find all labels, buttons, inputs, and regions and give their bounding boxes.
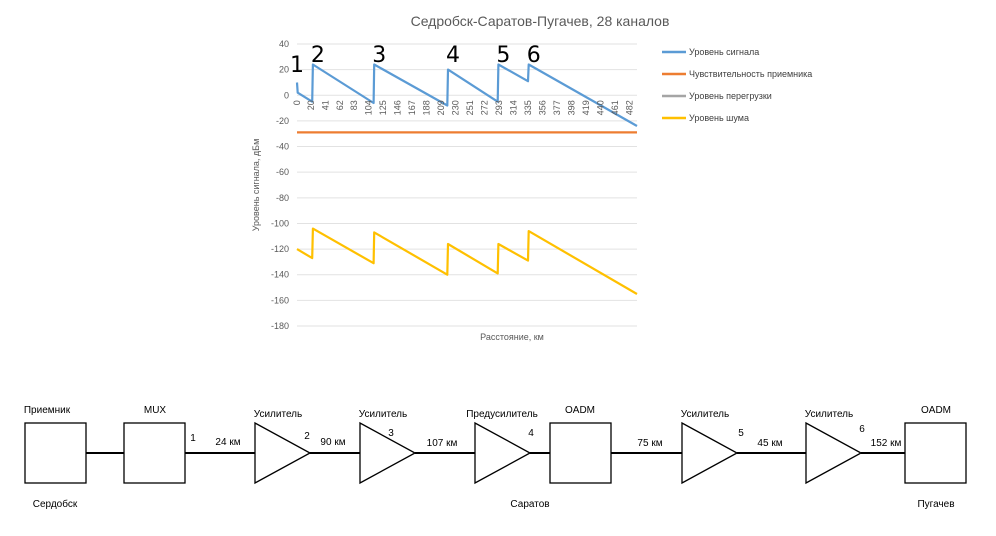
x-tick-label: 272 xyxy=(480,100,490,115)
oadm-box xyxy=(549,422,612,484)
point-number: 1 xyxy=(190,433,196,444)
x-tick-label: 356 xyxy=(538,100,548,115)
chart-gridlines xyxy=(297,43,637,327)
chart-legend: Уровень сигнала Чувствительность приемник… xyxy=(662,47,812,123)
x-tick-label: 125 xyxy=(378,100,388,115)
point-annotation: 4 xyxy=(446,43,460,68)
point-annotation: 2 xyxy=(311,43,325,68)
x-tick-label: 209 xyxy=(436,100,446,115)
diagram-labels: Приемник MUX Усилитель Усилитель Предусилите… xyxy=(24,405,955,510)
point-annotation: 6 xyxy=(527,43,541,68)
x-tick-label: 0 xyxy=(292,100,302,105)
y-tick-label: -120 xyxy=(271,244,289,254)
x-tick-label: 188 xyxy=(422,100,432,115)
y-tick-label: -60 xyxy=(276,167,289,177)
node-label: Усилитель xyxy=(254,409,302,420)
node-label: OADM xyxy=(921,405,951,416)
x-tick-label: 377 xyxy=(552,100,562,115)
point-annotation: 5 xyxy=(496,43,510,68)
x-tick-label: 167 xyxy=(407,100,417,115)
x-tick-label: 419 xyxy=(581,100,591,115)
x-tick-label: 83 xyxy=(349,100,359,110)
y-tick-label: -80 xyxy=(276,193,289,203)
y-tick-label: -40 xyxy=(276,142,289,152)
x-tick-label: 104 xyxy=(364,100,374,115)
y-tick-label: -100 xyxy=(271,218,289,228)
legend-label: Уровень сигнала xyxy=(689,47,759,57)
series-line xyxy=(295,63,638,127)
y-tick-label: -140 xyxy=(271,270,289,280)
y-tick-label: 40 xyxy=(279,39,289,49)
distance-label: 152 км xyxy=(871,438,902,449)
x-tick-label: 251 xyxy=(465,100,475,115)
diagram-nodes xyxy=(24,421,967,485)
mux-box xyxy=(123,422,186,484)
y-tick-label: -180 xyxy=(271,321,289,331)
chart: Седробск-Саратов-Пугачев, 28 каналов 402… xyxy=(251,13,812,342)
node-label: MUX xyxy=(144,405,167,416)
amplifier-triangle xyxy=(681,421,739,485)
y-tick-label: 0 xyxy=(284,90,289,100)
legend-label: Уровень перегрузки xyxy=(689,91,772,101)
city-label: Пугачев xyxy=(917,499,954,510)
chart-title: Седробск-Саратов-Пугачев, 28 каналов xyxy=(411,13,670,29)
receiver-box xyxy=(24,422,87,484)
x-tick-label: 482 xyxy=(624,100,634,115)
x-tick-label: 314 xyxy=(509,100,519,115)
x-tick-label: 461 xyxy=(610,100,620,115)
distance-label: 24 км xyxy=(215,437,240,448)
node-label: Приемник xyxy=(24,405,71,416)
y-axis-ticks: 40 20 0 -20 -40 -60 -80 -100 -120 -140 -160 -180 xyxy=(271,39,289,331)
x-tick-label: 335 xyxy=(523,100,533,115)
distance-label: 45 км xyxy=(757,438,782,449)
series-line xyxy=(296,227,638,295)
oadm-box xyxy=(904,422,967,484)
node-label: Усилитель xyxy=(359,409,407,420)
x-tick-label: 20 xyxy=(306,100,316,110)
node-label: Усилитель xyxy=(681,409,729,420)
chart-series xyxy=(295,63,638,295)
x-tick-label: 146 xyxy=(393,100,403,115)
amplifier-triangle xyxy=(359,421,417,485)
city-label: Сердобск xyxy=(33,498,78,510)
distance-label: 90 км xyxy=(320,437,345,448)
x-tick-label: 41 xyxy=(320,100,330,110)
x-tick-label: 62 xyxy=(335,100,345,110)
distance-label: 75 км xyxy=(637,438,662,449)
distance-label: 107 км xyxy=(427,438,458,449)
point-annotation: 3 xyxy=(372,43,386,68)
point-number: 3 xyxy=(388,428,394,439)
node-label: Усилитель xyxy=(805,409,853,420)
legend-label: Чувствительность приемника xyxy=(689,69,812,79)
point-number: 4 xyxy=(528,428,534,439)
amplifier-triangle xyxy=(254,421,312,485)
point-number: 5 xyxy=(738,428,744,439)
point-number: 2 xyxy=(304,431,310,442)
x-axis-label: Расстояние, км xyxy=(480,332,544,342)
node-label: Предусилитель xyxy=(466,409,538,420)
point-annotation: 1 xyxy=(290,53,304,78)
x-tick-label: 293 xyxy=(494,100,504,115)
y-tick-label: 20 xyxy=(279,65,289,75)
amplifier-triangle xyxy=(474,421,532,485)
x-tick-label: 440 xyxy=(595,100,605,115)
y-tick-label: -20 xyxy=(276,116,289,126)
amplifier-triangle xyxy=(805,421,863,485)
x-tick-label: 230 xyxy=(451,100,461,115)
y-axis-label: Уровень сигнала, дБм xyxy=(251,139,261,232)
y-tick-label: -160 xyxy=(271,295,289,305)
x-tick-label: 398 xyxy=(566,100,576,115)
point-number: 6 xyxy=(859,424,865,435)
city-label: Саратов xyxy=(510,499,549,510)
x-axis-ticks: 0 20 41 62 83 104 125 146 167 188 209 230 251 272 293 3… xyxy=(292,100,634,115)
node-label: OADM xyxy=(565,405,595,416)
legend-label: Уровень шума xyxy=(689,113,749,123)
